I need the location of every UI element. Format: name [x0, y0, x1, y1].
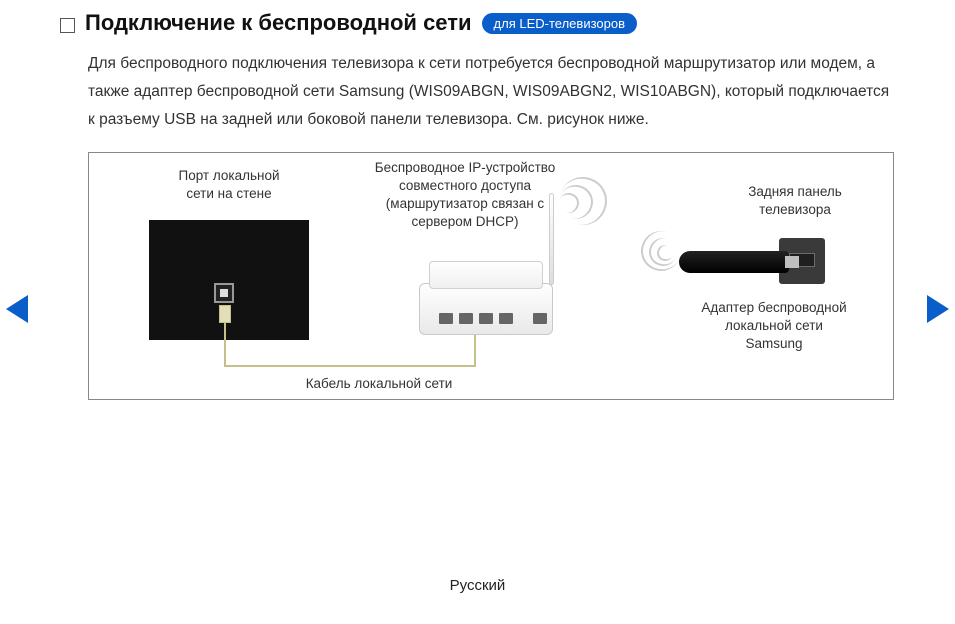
adapter-label: Адаптер беспроводнойлокальной сетиSamsun…	[669, 299, 879, 353]
lan-cable	[474, 335, 476, 367]
tv-back-label: Задняя панельтелевизора	[715, 183, 875, 219]
intro-paragraph: Для беспроводного подключения телевизора…	[88, 50, 895, 134]
bullet-square-icon	[60, 18, 75, 33]
title-row: Подключение к беспроводной сети для LED-…	[60, 10, 895, 36]
router-icon	[429, 261, 543, 289]
page-content: Подключение к беспроводной сети для LED-…	[0, 0, 955, 400]
router-icon	[419, 283, 553, 335]
router-antenna-icon	[549, 193, 554, 285]
ethernet-plug-icon	[219, 305, 231, 323]
footer-language: Русский	[0, 577, 955, 594]
wifi-adapter-icon	[679, 251, 789, 273]
lan-cable	[224, 323, 226, 365]
router-ports-icon	[439, 313, 547, 324]
wall-port-label: Порт локальнойсети на стене	[149, 167, 309, 203]
wifi-signal-icon	[635, 225, 686, 276]
router-label: Беспроводное IP-устройствосовместного до…	[335, 159, 595, 231]
page-title: Подключение к беспроводной сети	[85, 10, 472, 36]
led-tv-badge: для LED-телевизоров	[482, 13, 637, 34]
wifi-adapter-icon	[785, 256, 799, 268]
lan-wall-port-icon	[214, 283, 234, 303]
wiring-diagram: Порт локальнойсети на стене Беспроводное…	[88, 152, 894, 400]
lan-cable	[224, 365, 474, 367]
prev-page-arrow[interactable]	[6, 295, 28, 323]
cable-label: Кабель локальной сети	[269, 375, 489, 393]
next-page-arrow[interactable]	[927, 295, 949, 323]
